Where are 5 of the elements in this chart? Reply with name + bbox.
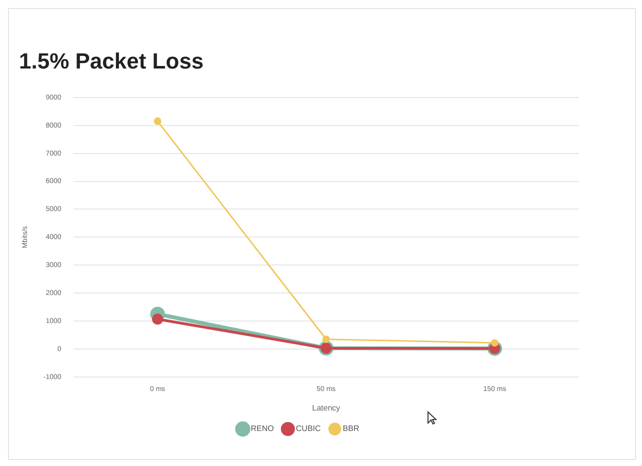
legend-label: BBR (342, 424, 360, 434)
x-axis-title: Latency (312, 403, 340, 412)
chart-title: 1.5% Packet Loss (19, 48, 204, 74)
legend-label: CUBIC (296, 424, 321, 434)
legend-label: RENO (250, 424, 274, 434)
